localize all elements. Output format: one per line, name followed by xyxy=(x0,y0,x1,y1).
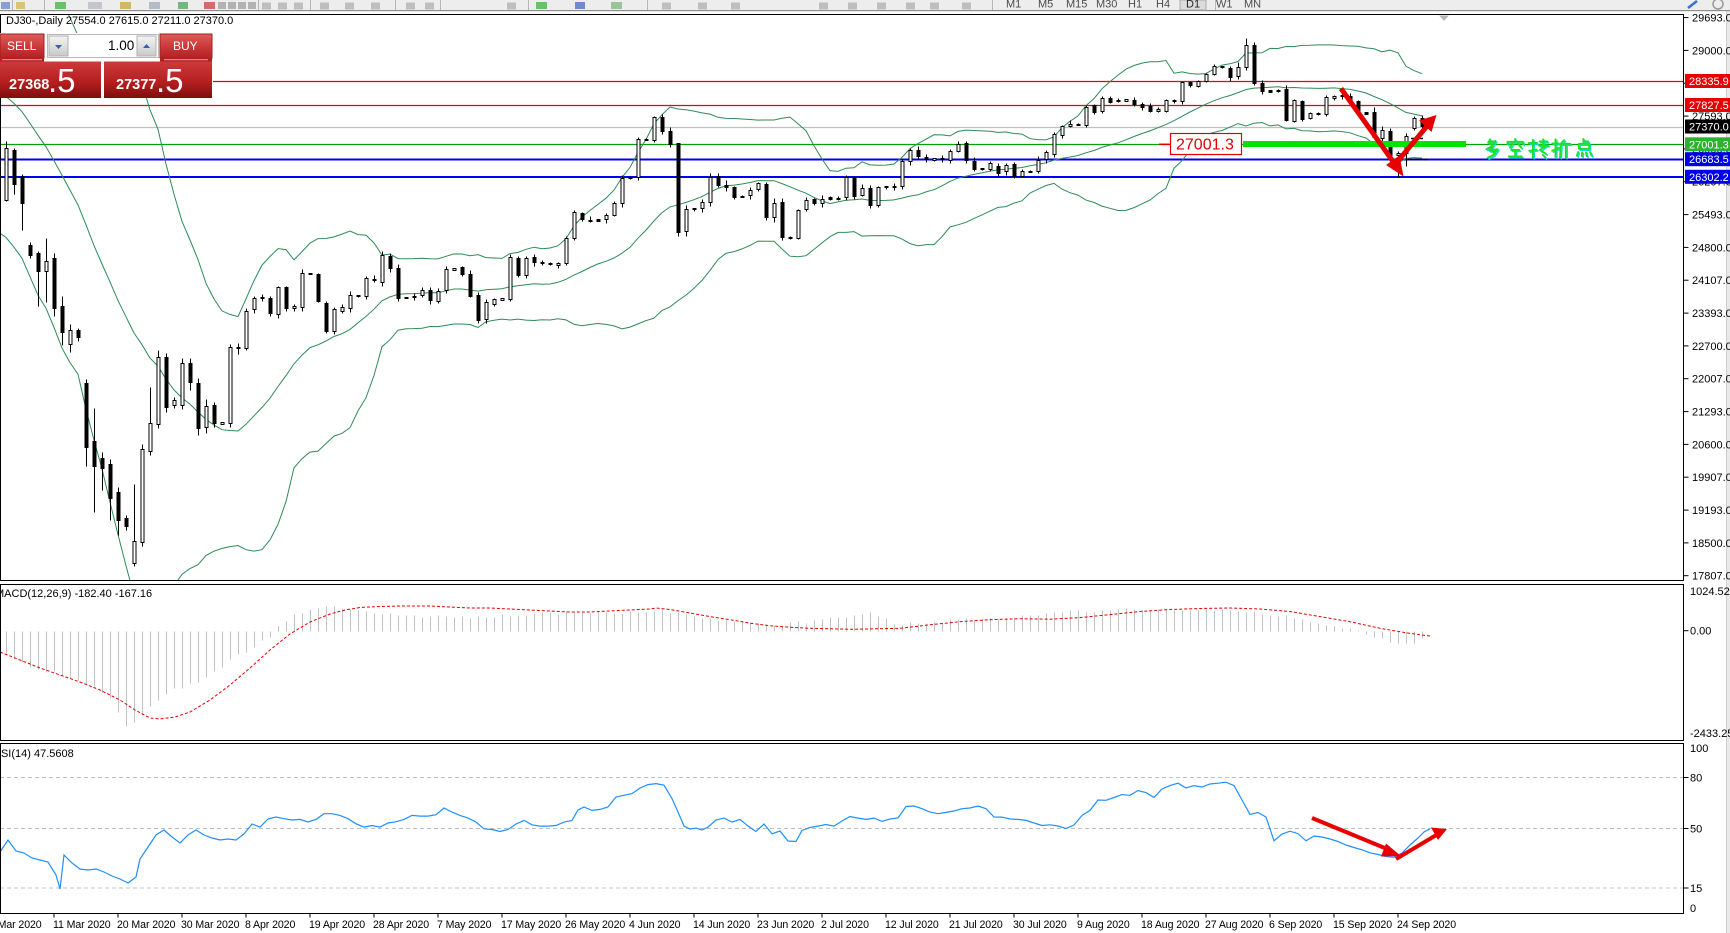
svg-text:4 Jun 2020: 4 Jun 2020 xyxy=(629,919,681,931)
svg-text:15: 15 xyxy=(1690,883,1702,895)
svg-text:27827.5: 27827.5 xyxy=(1689,100,1729,112)
svg-text:20600.0: 20600.0 xyxy=(1692,439,1730,451)
svg-text:9 Aug 2020: 9 Aug 2020 xyxy=(1077,919,1130,931)
svg-text:27370.0: 27370.0 xyxy=(1689,122,1729,134)
svg-text:2 Mar 2020: 2 Mar 2020 xyxy=(0,919,42,931)
svg-text:29693.0: 29693.0 xyxy=(1692,13,1730,25)
svg-text:M1: M1 xyxy=(1006,0,1021,11)
svg-text:0.00: 0.00 xyxy=(1690,626,1711,638)
svg-text:24800.0: 24800.0 xyxy=(1692,242,1730,254)
svg-text:27 Aug 2020: 27 Aug 2020 xyxy=(1205,919,1264,931)
svg-text:17807.0: 17807.0 xyxy=(1692,571,1730,583)
svg-text:50: 50 xyxy=(1690,824,1702,836)
svg-text:21293.0: 21293.0 xyxy=(1692,407,1730,419)
svg-text:30 Mar 2020: 30 Mar 2020 xyxy=(181,919,240,931)
svg-text:23 Jun 2020: 23 Jun 2020 xyxy=(757,919,814,931)
svg-text:12 Jul 2020: 12 Jul 2020 xyxy=(885,919,939,931)
svg-text:6 Sep 2020: 6 Sep 2020 xyxy=(1269,919,1322,931)
svg-text:BUY: BUY xyxy=(173,39,198,53)
svg-text:D1: D1 xyxy=(1186,0,1200,11)
svg-text:80: 80 xyxy=(1690,773,1702,785)
svg-text:2 Jul 2020: 2 Jul 2020 xyxy=(821,919,869,931)
svg-text:1.00: 1.00 xyxy=(108,38,134,53)
svg-text:20 Mar 2020: 20 Mar 2020 xyxy=(117,919,176,931)
svg-text:MN: MN xyxy=(1244,0,1261,11)
svg-text:H4: H4 xyxy=(1156,0,1170,11)
svg-text:11 Mar 2020: 11 Mar 2020 xyxy=(53,919,111,931)
svg-text:SELL: SELL xyxy=(7,39,37,53)
svg-text:21 Jul 2020: 21 Jul 2020 xyxy=(949,919,1003,931)
svg-text:25493.0: 25493.0 xyxy=(1692,210,1730,222)
svg-text:14 Jun 2020: 14 Jun 2020 xyxy=(693,919,750,931)
svg-text:24 Sep 2020: 24 Sep 2020 xyxy=(1397,919,1456,931)
svg-text:H1: H1 xyxy=(1128,0,1142,11)
svg-text:28335.9: 28335.9 xyxy=(1689,76,1729,88)
svg-text:19193.0: 19193.0 xyxy=(1692,505,1730,517)
svg-text:-2433.25: -2433.25 xyxy=(1690,728,1730,740)
svg-text:29000.0: 29000.0 xyxy=(1692,45,1730,57)
svg-text:.5: .5 xyxy=(156,62,184,99)
svg-text:15 Sep 2020: 15 Sep 2020 xyxy=(1333,919,1392,931)
svg-text:0: 0 xyxy=(1690,903,1696,915)
svg-text:DJ30-,Daily 27554.0 27615.0 2: DJ30-,Daily 27554.0 27615.0 27211.0 2737… xyxy=(6,15,233,27)
svg-text:18 Aug 2020: 18 Aug 2020 xyxy=(1141,919,1200,931)
svg-text:23393.0: 23393.0 xyxy=(1692,308,1730,320)
svg-text:24107.0: 24107.0 xyxy=(1692,275,1730,287)
svg-text:7 May 2020: 7 May 2020 xyxy=(437,919,492,931)
svg-text:RSI(14) 47.5608: RSI(14) 47.5608 xyxy=(0,748,74,760)
svg-text:26 May 2020: 26 May 2020 xyxy=(565,919,625,931)
svg-text:27001.3: 27001.3 xyxy=(1176,137,1234,154)
svg-text:1024.52: 1024.52 xyxy=(1690,586,1730,598)
svg-text:22700.0: 22700.0 xyxy=(1692,341,1730,353)
svg-text:27001.3: 27001.3 xyxy=(1689,139,1729,151)
svg-text:.5: .5 xyxy=(48,62,76,99)
svg-text:17 May 2020: 17 May 2020 xyxy=(501,919,561,931)
svg-text:27368: 27368 xyxy=(9,77,49,93)
svg-text:19 Apr 2020: 19 Apr 2020 xyxy=(309,919,365,931)
svg-text:M5: M5 xyxy=(1038,0,1053,11)
svg-text:30 Jul 2020: 30 Jul 2020 xyxy=(1013,919,1067,931)
svg-text:MACD(12,26,9) -182.40 -167.16: MACD(12,26,9) -182.40 -167.16 xyxy=(0,588,152,600)
svg-text:100: 100 xyxy=(1690,743,1708,755)
svg-text:27377: 27377 xyxy=(116,77,156,93)
svg-text:28 Apr 2020: 28 Apr 2020 xyxy=(373,919,429,931)
svg-text:18500.0: 18500.0 xyxy=(1692,538,1730,550)
svg-text:26302.2: 26302.2 xyxy=(1689,172,1729,184)
svg-text:22007.0: 22007.0 xyxy=(1692,374,1730,386)
svg-text:W1: W1 xyxy=(1216,0,1233,11)
svg-text:M15: M15 xyxy=(1066,0,1087,11)
svg-text:26683.5: 26683.5 xyxy=(1689,154,1729,166)
svg-text:M30: M30 xyxy=(1096,0,1117,11)
svg-text:8 Apr 2020: 8 Apr 2020 xyxy=(245,919,295,931)
svg-text:19907.0: 19907.0 xyxy=(1692,472,1730,484)
